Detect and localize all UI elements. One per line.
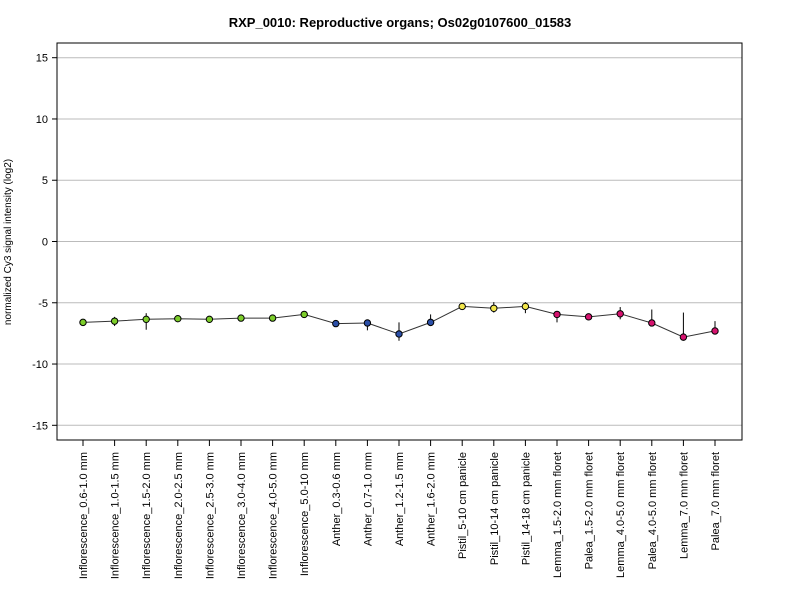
data-point (110, 317, 119, 325)
chart-title: RXP_0010: Reproductive organs; Os02g0107… (229, 15, 572, 30)
data-point (490, 304, 498, 312)
data-point (711, 327, 719, 335)
x-tick-label: Anther_1.2-1.5 mm (394, 452, 406, 546)
data-point (142, 315, 150, 324)
data-point (648, 319, 656, 327)
data-point (426, 318, 435, 327)
x-tick-label: Lemma_1.5-2.0 mm floret (552, 452, 564, 578)
x-tick-label: Anther_0.7-1.0 mm (362, 452, 374, 546)
y-tick-label: -5 (38, 298, 48, 310)
x-tick-label: Pistil_14-18 cm panicle (520, 452, 532, 565)
x-tick-label: Lemma_7.0 mm floret (678, 452, 690, 559)
data-point (268, 314, 277, 322)
data-point (174, 314, 182, 323)
gridlines (57, 57, 742, 426)
y-tick-label: 15 (36, 53, 48, 65)
x-tick-label: Palea_1.5-2.0 mm floret (584, 452, 596, 569)
x-tick-label: Inflorescence_4.0-5.0 mm (268, 452, 280, 579)
x-tick-label: Pistil_5-10 cm panicle (457, 452, 469, 559)
x-tick-label: Lemma_4.0-5.0 mm floret (615, 452, 627, 578)
x-tick-label: Palea_4.0-5.0 mm floret (647, 452, 659, 569)
x-tick-label: Inflorescence_2.5-3.0 mm (204, 452, 216, 579)
x-tick-label: Inflorescence_1.0-1.5 mm (110, 452, 122, 579)
y-tick-label: -10 (32, 359, 48, 371)
y-axis: -15 -10 -5 0 5 10 15 (32, 53, 57, 432)
data-point (458, 302, 466, 311)
x-tick-label: Inflorescence_5.0-10 mm (299, 452, 311, 576)
x-tick-label: Palea_7.0 mm floret (710, 452, 722, 550)
x-tick-label: Anther_1.6-2.0 mm (426, 452, 438, 546)
data-points (79, 302, 719, 341)
data-point (363, 319, 372, 327)
x-tick-label: Pistil_10-14 cm panicle (489, 452, 501, 565)
data-point (679, 333, 688, 341)
data-point (584, 313, 593, 321)
data-point (521, 302, 530, 311)
x-tick-label: Inflorescence_1.5-2.0 mm (141, 452, 153, 579)
data-point (332, 319, 340, 328)
x-axis: Inflorescence_0.6-1.0 mm Inflorescence_1.… (78, 440, 722, 579)
x-tick-label: Inflorescence_2.0-2.5 mm (173, 452, 185, 579)
data-point (300, 310, 308, 319)
data-point (237, 314, 245, 322)
x-tick-label: Inflorescence_3.0-4.0 mm (236, 452, 248, 579)
x-tick-label: Inflorescence_0.6-1.0 mm (78, 452, 90, 579)
data-point (553, 310, 561, 319)
y-tick-label: -15 (32, 420, 48, 432)
y-tick-label: 5 (42, 175, 48, 187)
x-tick-label: Anther_0.3-0.6 mm (331, 452, 343, 546)
data-point (79, 318, 87, 327)
data-point (616, 310, 624, 318)
y-tick-label: 10 (36, 114, 48, 126)
data-point (205, 315, 214, 324)
y-tick-label: 0 (42, 237, 48, 249)
y-axis-label: normalized Cy3 signal intensity (log2) (3, 159, 14, 325)
data-point (395, 330, 403, 338)
